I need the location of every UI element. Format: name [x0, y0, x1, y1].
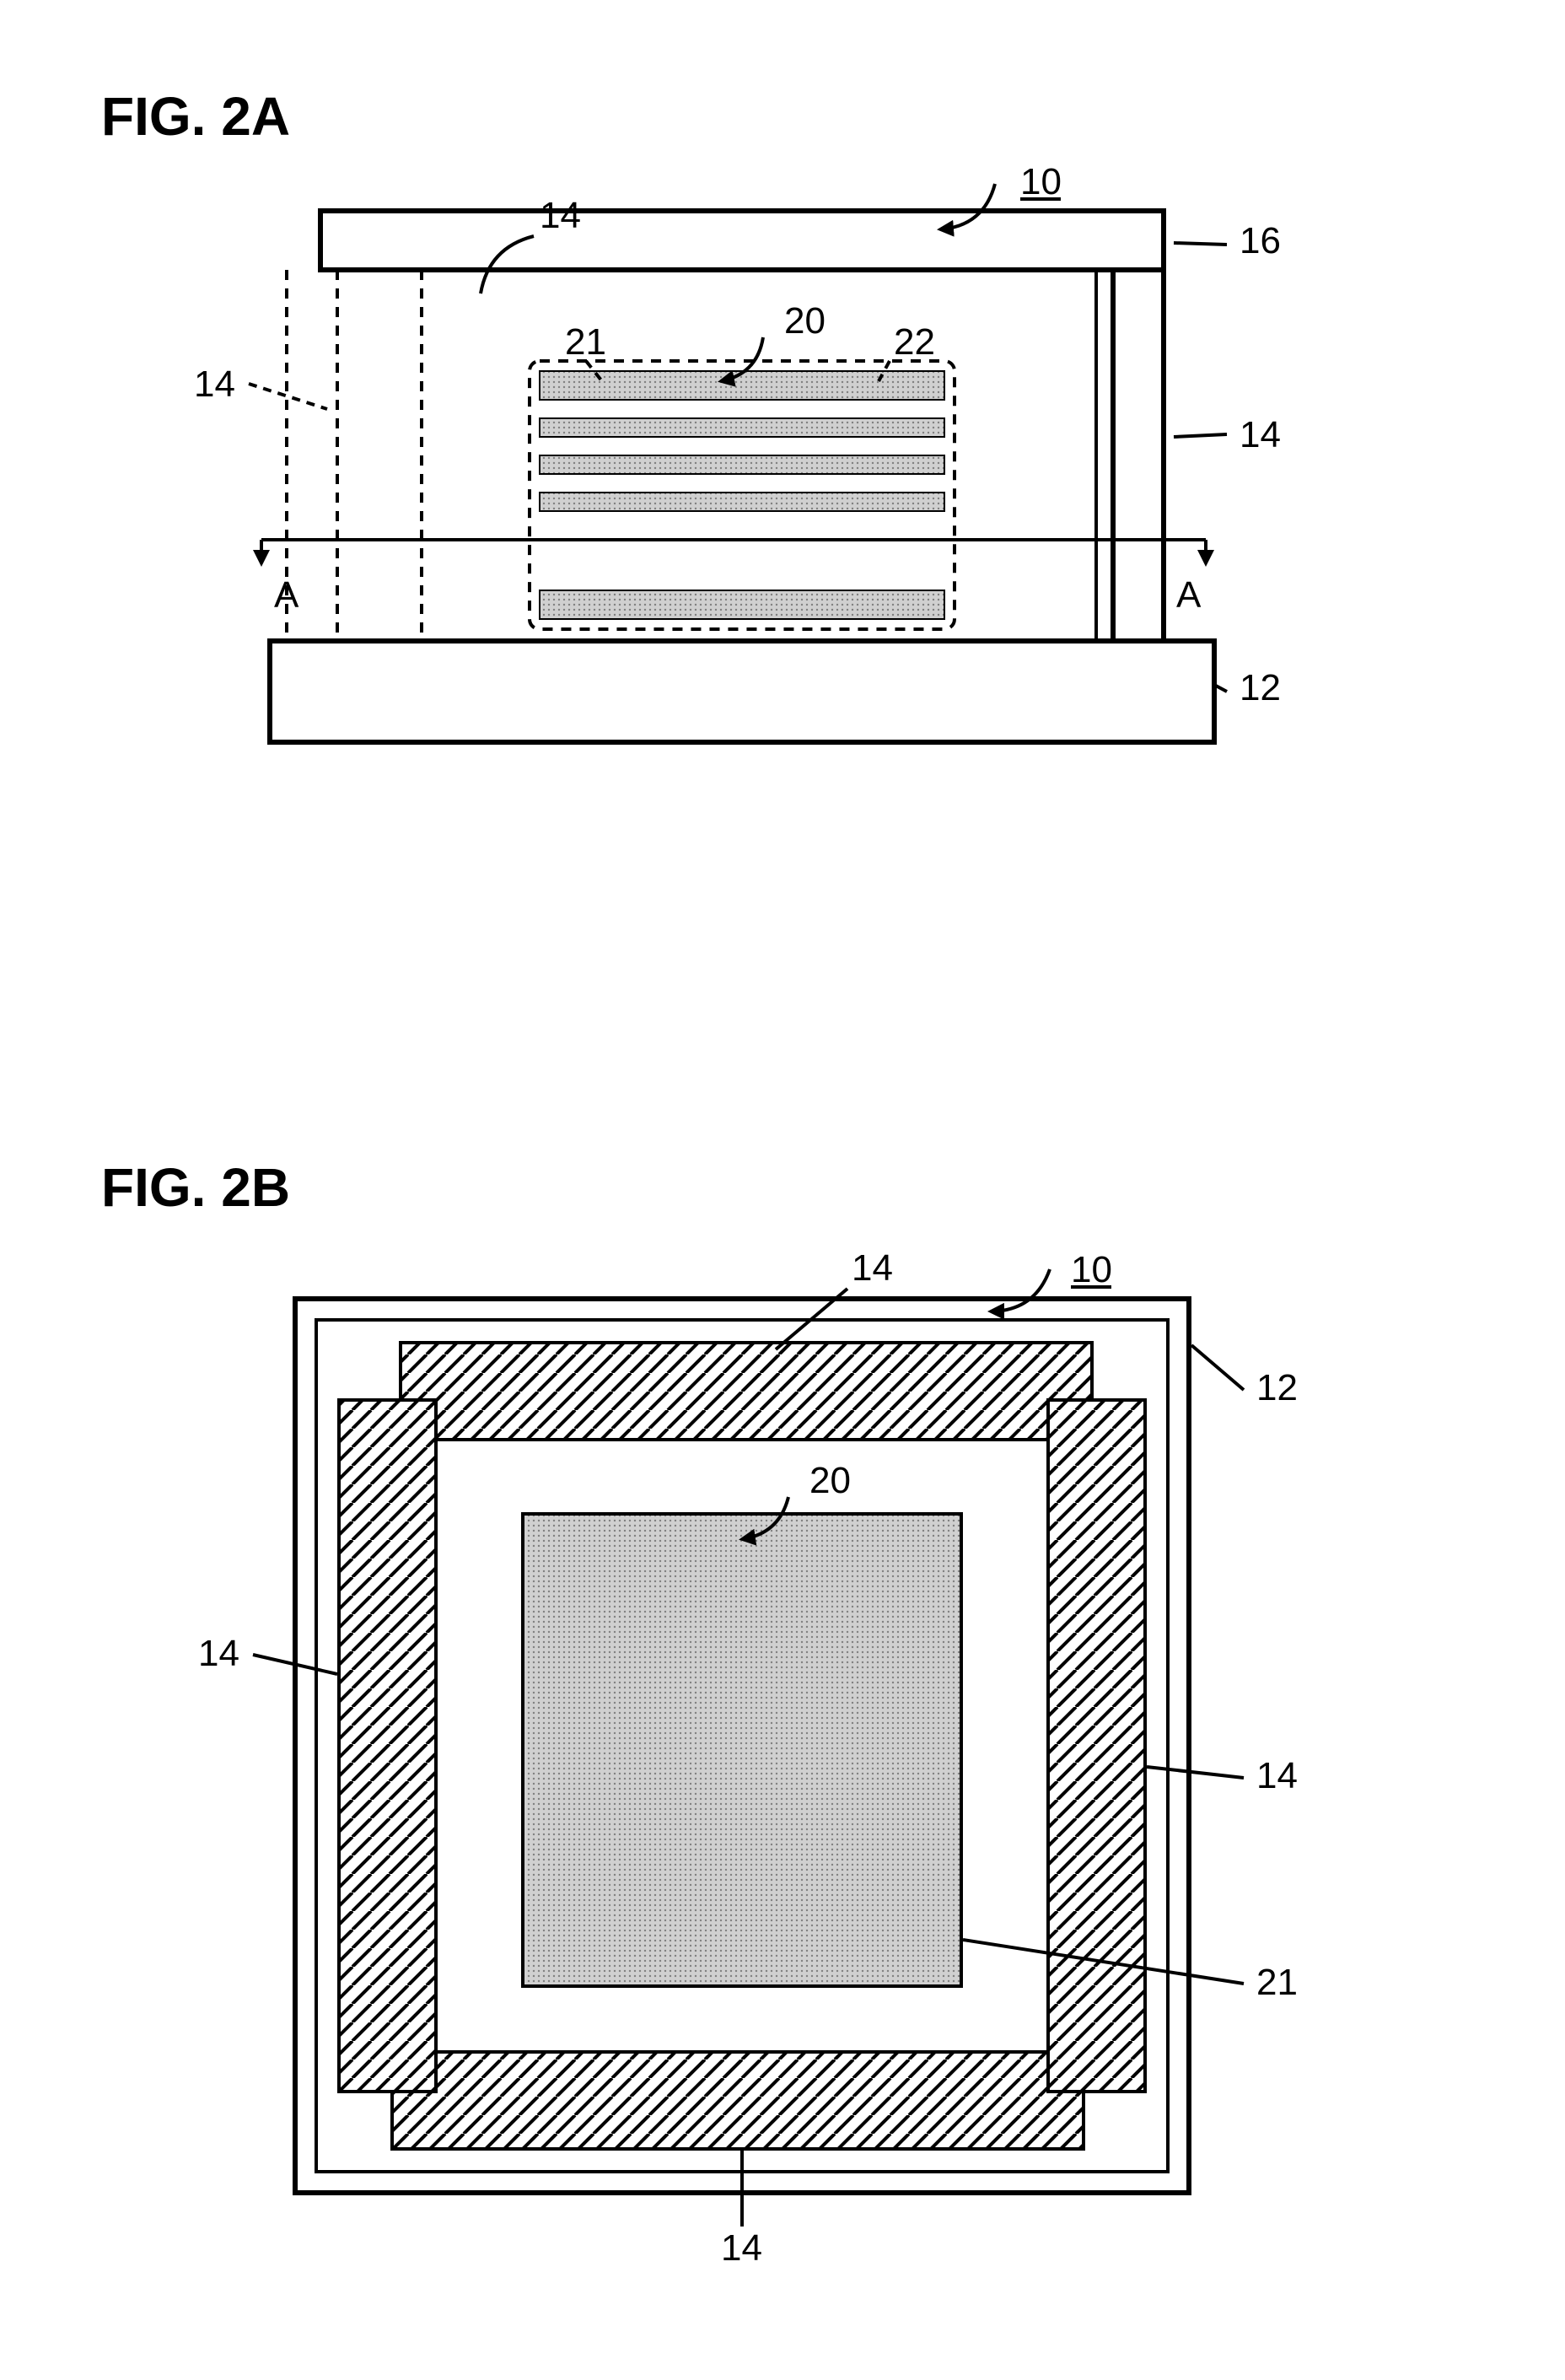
label-A_right: A [1176, 574, 1202, 616]
label-ref14l: 14 [194, 363, 235, 405]
stack-layer [540, 455, 944, 474]
pillar-bottom [392, 2052, 1084, 2149]
label-ref14r: 14 [1256, 1755, 1298, 1796]
center-block [523, 1514, 961, 1986]
label-ref10: 10 [1071, 1249, 1112, 1290]
pillar-left [339, 1400, 436, 2092]
label-ref20: 20 [809, 1460, 851, 1501]
label-ref14l: 14 [198, 1633, 239, 1674]
label-ref20: 20 [784, 300, 826, 342]
stack-layer-bottom [540, 590, 944, 619]
label-ref14r: 14 [1240, 414, 1281, 455]
pillar-top [401, 1343, 1092, 1440]
fig-2b-title: FIG. 2B [101, 1157, 290, 1218]
label-ref10: 10 [1020, 161, 1062, 202]
label-ref22: 22 [894, 321, 935, 363]
label-ref16: 16 [1240, 220, 1281, 261]
top-plate [320, 211, 1164, 270]
label-A_left: A [274, 574, 299, 616]
label-ref14b: 14 [721, 2227, 762, 2269]
stack-layer [540, 493, 944, 511]
fig-2a-title: FIG. 2A [101, 86, 290, 147]
pillar-right [1048, 1400, 1145, 2092]
label-ref21: 21 [565, 321, 606, 363]
label-ref14t: 14 [540, 195, 581, 236]
label-ref21: 21 [1256, 1962, 1298, 2003]
label-ref14t: 14 [852, 1247, 893, 1289]
label-ref12: 12 [1240, 667, 1281, 708]
bottom-plate [270, 641, 1214, 742]
label-ref12: 12 [1256, 1367, 1298, 1408]
stack-layer [540, 418, 944, 437]
